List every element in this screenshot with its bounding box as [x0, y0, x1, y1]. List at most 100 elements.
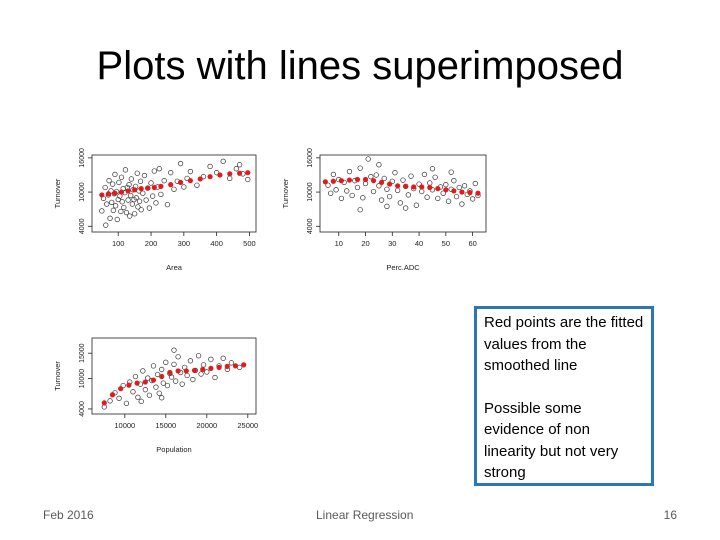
fitted-point — [346, 177, 353, 183]
data-point — [142, 387, 148, 393]
data-point — [400, 177, 406, 183]
data-point — [145, 375, 151, 381]
data-point — [102, 184, 108, 191]
data-point — [103, 222, 109, 228]
x-tick-label: 30 — [388, 239, 396, 248]
fitted-point — [138, 186, 144, 192]
data-point — [376, 162, 382, 168]
fitted-point — [200, 366, 206, 373]
data-point — [212, 374, 218, 381]
data-point — [128, 176, 135, 182]
data-point — [344, 188, 350, 194]
data-point — [187, 168, 194, 175]
fitted-point — [168, 182, 174, 188]
data-point — [443, 182, 449, 188]
x-tick-label: 500 — [243, 239, 256, 248]
data-point — [435, 195, 441, 201]
scatter-plot-population: 10000 15000 20000 25000 4000 10000 15000 Popula… — [53, 337, 258, 454]
fitted-point — [362, 176, 369, 183]
data-point — [156, 390, 162, 396]
fitted-point — [167, 369, 173, 376]
data-point — [365, 156, 371, 162]
data-point — [131, 211, 138, 217]
fitted-point — [125, 188, 131, 194]
data-point — [448, 169, 454, 175]
data-point — [394, 187, 401, 194]
data-point — [427, 180, 433, 186]
data-point — [135, 204, 141, 210]
fitted-point — [145, 185, 151, 191]
x-tick-label: 25000 — [237, 421, 258, 430]
fitted-point — [183, 368, 189, 374]
fitted-point — [216, 364, 222, 370]
data-point — [187, 358, 194, 364]
data-point — [472, 180, 478, 187]
fitted-point — [158, 183, 164, 189]
data-point — [114, 216, 120, 223]
fitted-point — [443, 187, 449, 193]
data-point — [413, 202, 420, 208]
fitted-point — [232, 363, 239, 369]
x-tick-label: 20000 — [196, 421, 217, 430]
y-axis-label: Turnover — [281, 178, 290, 208]
data-point — [227, 175, 233, 182]
fitted-point — [197, 176, 203, 182]
y-tick-label: 10000 — [307, 182, 314, 202]
data-point — [384, 186, 390, 192]
data-point — [134, 170, 140, 176]
data-point — [107, 398, 113, 404]
data-point — [370, 188, 377, 195]
data-point — [154, 371, 161, 378]
data-point — [220, 355, 226, 361]
data-point — [424, 194, 430, 200]
data-point — [138, 398, 144, 404]
data-point — [195, 353, 202, 359]
fitted-point — [118, 386, 124, 392]
fitted-point — [411, 184, 417, 190]
data-point — [459, 201, 465, 207]
footer-title: Linear Regression — [316, 508, 414, 522]
y-axis-label: Turnover — [53, 178, 62, 208]
data-point — [110, 207, 116, 213]
data-point — [158, 191, 164, 198]
data-point — [172, 378, 179, 384]
data-point — [168, 170, 174, 176]
fitted-point — [105, 191, 111, 197]
data-point — [109, 199, 115, 205]
data-point — [153, 384, 159, 390]
data-point — [153, 200, 159, 206]
data-point — [384, 203, 390, 209]
data-point — [163, 359, 169, 365]
data-point — [373, 172, 379, 178]
fitted-point — [237, 170, 243, 176]
data-point — [121, 204, 127, 211]
plot-frame — [319, 154, 487, 233]
data-point — [175, 354, 181, 360]
x-tick-label: 50 — [442, 239, 450, 248]
note-text-fitted: Red points are the fitted values from th… — [484, 314, 644, 374]
fitted-point — [338, 178, 345, 184]
data-point — [204, 369, 210, 375]
data-point — [119, 199, 125, 205]
data-point — [456, 184, 462, 191]
x-axis-label: Area — [166, 263, 183, 272]
x-tick-label: 400 — [210, 239, 223, 248]
fitted-point — [191, 367, 198, 374]
fitted-point — [241, 362, 247, 368]
fitted-point — [151, 184, 157, 191]
fitted-point — [112, 190, 118, 196]
y-tick-label: 10000 — [79, 182, 86, 202]
data-point — [333, 187, 339, 193]
data-point — [141, 172, 148, 179]
x-tick-label: 10 — [335, 239, 343, 248]
fitted-point — [322, 179, 328, 185]
data-point — [126, 182, 132, 188]
data-point — [416, 181, 422, 187]
data-point — [408, 173, 414, 179]
fitted-point — [224, 363, 230, 369]
x-axis-label: Perc.ADC — [386, 263, 420, 272]
note-box: Red points are the fitted values from th… — [474, 306, 654, 486]
data-point — [138, 207, 144, 213]
fitted-point — [435, 186, 441, 192]
data-point — [198, 371, 204, 377]
